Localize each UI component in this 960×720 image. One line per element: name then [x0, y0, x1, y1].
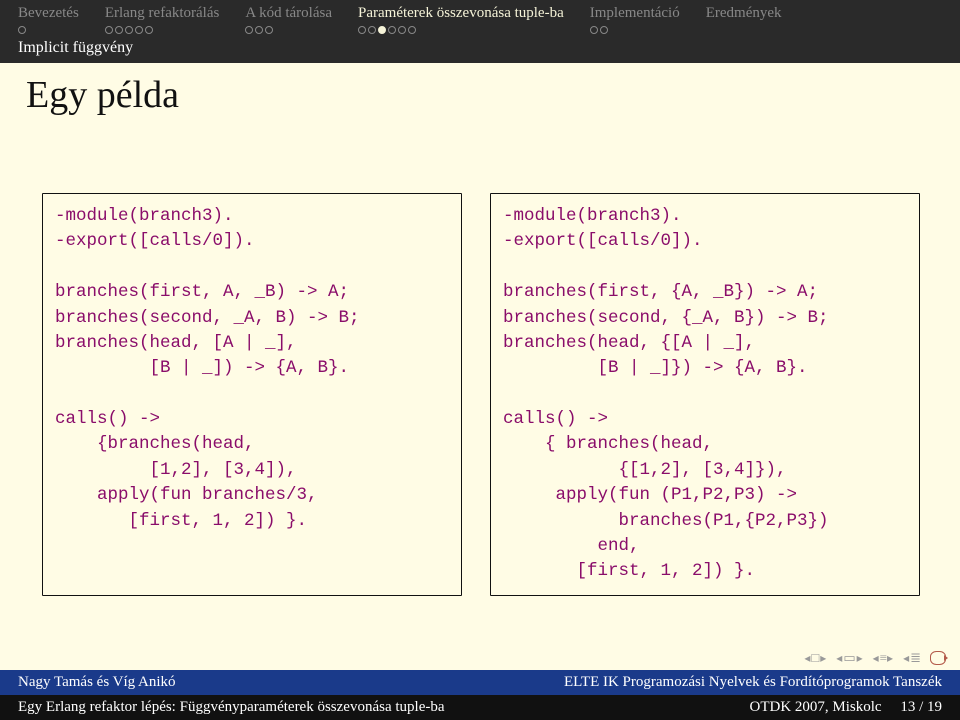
- nav-label: Paraméterek összevonása tuple-ba: [358, 5, 564, 22]
- nav-section-2[interactable]: A kód tárolása: [245, 5, 332, 35]
- nav-label: Bevezetés: [18, 5, 79, 22]
- nav-dot[interactable]: [105, 26, 113, 34]
- nav-back-forward[interactable]: [930, 651, 946, 665]
- nav-prev-slide[interactable]: ◂□▸: [804, 650, 826, 666]
- nav-dot[interactable]: [388, 26, 396, 34]
- beamer-nav-controls: ◂□▸ ◂▭▸ ◂≡▸ ◂≣: [804, 650, 946, 666]
- nav-dots: [358, 25, 564, 35]
- loop-icon: [930, 651, 946, 665]
- nav-dot[interactable]: [255, 26, 263, 34]
- nav-dot[interactable]: [378, 26, 386, 34]
- footer-venue: OTDK 2007, Miskolc: [750, 699, 882, 715]
- nav-dot[interactable]: [265, 26, 273, 34]
- nav-dot[interactable]: [145, 26, 153, 34]
- footer: Nagy Tamás és Víg Anikó ELTE IK Programo…: [0, 670, 960, 720]
- footer-row-1: Nagy Tamás és Víg Anikó ELTE IK Programo…: [0, 670, 960, 695]
- nav-dot[interactable]: [590, 26, 598, 34]
- code-before: -module(branch3). -export([calls/0]). br…: [42, 193, 462, 596]
- footer-dept: ELTE IK Programozási Nyelvek és Fordítóp…: [564, 674, 942, 691]
- nav-section-0[interactable]: Bevezetés: [18, 5, 79, 35]
- nav-dot[interactable]: [245, 26, 253, 34]
- nav-dots: [706, 25, 782, 35]
- footer-right: OTDK 2007, Miskolc 13 / 19: [750, 699, 943, 716]
- nav-prev-subsection[interactable]: ◂≡▸: [873, 650, 893, 666]
- nav-section-1[interactable]: Erlang refaktorálás: [105, 5, 220, 35]
- nav-dots: [105, 25, 220, 35]
- nav-dots: [590, 25, 680, 35]
- footer-authors: Nagy Tamás és Víg Anikó: [18, 674, 176, 691]
- footer-talk: Egy Erlang refaktor lépés: Függvényparam…: [18, 699, 445, 716]
- nav-section-3[interactable]: Paraméterek összevonása tuple-ba: [358, 5, 564, 35]
- nav-label: A kód tárolása: [245, 5, 332, 22]
- nav-dots: [245, 25, 332, 35]
- nav-section-5[interactable]: Eredmények: [706, 5, 782, 35]
- content-area: -module(branch3). -export([calls/0]). br…: [0, 133, 960, 596]
- nav-section-4[interactable]: Implementáció: [590, 5, 680, 35]
- nav-dot[interactable]: [408, 26, 416, 34]
- nav-dot[interactable]: [398, 26, 406, 34]
- footer-page: 13 / 19: [900, 699, 942, 715]
- nav-label: Implementáció: [590, 5, 680, 22]
- nav-dot[interactable]: [135, 26, 143, 34]
- footer-row-2: Egy Erlang refaktor lépés: Függvényparam…: [0, 695, 960, 720]
- slide-title: Egy példa: [0, 63, 960, 133]
- slide-subtitle: Implicit függvény: [0, 37, 960, 63]
- nav-prev-section[interactable]: ◂≣: [903, 650, 920, 666]
- nav-label: Eredmények: [706, 5, 782, 22]
- code-after: -module(branch3). -export([calls/0]). br…: [490, 193, 920, 596]
- nav-dot[interactable]: [368, 26, 376, 34]
- nav-dots: [18, 25, 79, 35]
- nav-dot[interactable]: [115, 26, 123, 34]
- nav-label: Erlang refaktorálás: [105, 5, 220, 22]
- nav-dot[interactable]: [600, 26, 608, 34]
- nav-bar: Bevezetés Erlang refaktorálás A kód tárolá…: [0, 0, 960, 37]
- nav-dot[interactable]: [358, 26, 366, 34]
- nav-dot[interactable]: [125, 26, 133, 34]
- nav-dot[interactable]: [18, 26, 26, 34]
- nav-prev-frame[interactable]: ◂▭▸: [836, 650, 862, 666]
